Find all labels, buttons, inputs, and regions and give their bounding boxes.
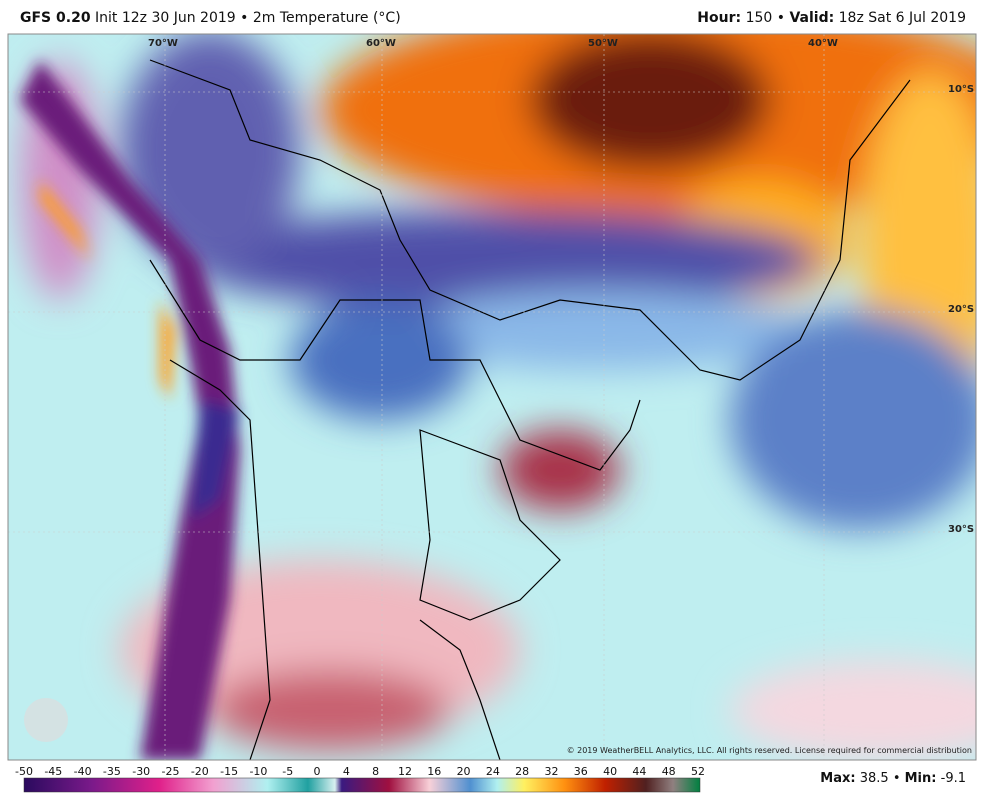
lon-label: 50°W <box>588 38 618 49</box>
colorbar-label: -5 <box>282 765 294 778</box>
copyright: © 2019 WeatherBELL Analytics, LLC. All r… <box>566 746 972 755</box>
temperature-field <box>8 34 976 760</box>
colorbar-label: -10 <box>249 765 268 778</box>
colorbar-label: 12 <box>397 765 412 778</box>
sep: • <box>892 771 901 786</box>
colorbar-label: -25 <box>161 765 180 778</box>
colorbar-label: 4 <box>342 765 350 778</box>
colorbar-label: 32 <box>544 765 559 778</box>
colorbar-label: 0 <box>313 765 321 778</box>
valid: 18z Sat 6 Jul 2019 <box>838 10 966 26</box>
colorbar-label: -35 <box>102 765 121 778</box>
colorbar-label: 16 <box>427 765 442 778</box>
colorbar-label: -45 <box>44 765 63 778</box>
header-right: Hour: 150 • Valid: 18z Sat 6 Jul 2019 <box>697 10 966 26</box>
colorbar-label: 52 <box>691 765 705 778</box>
colorbar-label: 28 <box>515 765 530 778</box>
header-left: GFS 0.20 Init 12z 30 Jun 2019 • 2m Tempe… <box>20 10 401 26</box>
valid-label: Valid: <box>789 10 835 26</box>
borders <box>149 59 911 760</box>
lon-label: 40°W <box>808 38 838 49</box>
stats: Max: 38.5 • Min: -9.1 <box>820 771 966 786</box>
colorbar-label: 20 <box>456 765 471 778</box>
graticule <box>8 34 976 760</box>
min-label: Min: <box>904 771 937 786</box>
min: -9.1 <box>940 771 966 786</box>
model: GFS 0.20 <box>20 10 91 26</box>
max: 38.5 <box>859 771 889 786</box>
colorbar-label: -20 <box>190 765 209 778</box>
lon-label: 60°W <box>366 38 396 49</box>
lat-label: 30°S <box>948 524 975 535</box>
max-label: Max: <box>820 771 856 786</box>
map-frame <box>7 33 977 761</box>
colorbar-label: 44 <box>632 765 647 778</box>
hour: 150 • <box>745 10 785 26</box>
colorbar-label: -40 <box>73 765 92 778</box>
colorbar-label: -50 <box>15 765 33 778</box>
colorbar-label: -30 <box>132 765 151 778</box>
colorbar-label: 48 <box>661 765 676 778</box>
lon-label: 70°W <box>148 38 178 49</box>
colorbar-label: 8 <box>372 765 380 778</box>
colorbar <box>23 777 701 793</box>
colorbar-label: -15 <box>220 765 239 778</box>
lat-label: 10°S <box>948 84 975 95</box>
lat-label: 20°S <box>948 304 975 315</box>
colorbar-label: 24 <box>485 765 500 778</box>
colorbar-label: 40 <box>603 765 618 778</box>
hour-label: Hour: <box>697 10 742 26</box>
colorbar-label: 36 <box>573 765 588 778</box>
description: Init 12z 30 Jun 2019 • 2m Temperature (°… <box>95 10 401 26</box>
logo <box>24 698 68 742</box>
